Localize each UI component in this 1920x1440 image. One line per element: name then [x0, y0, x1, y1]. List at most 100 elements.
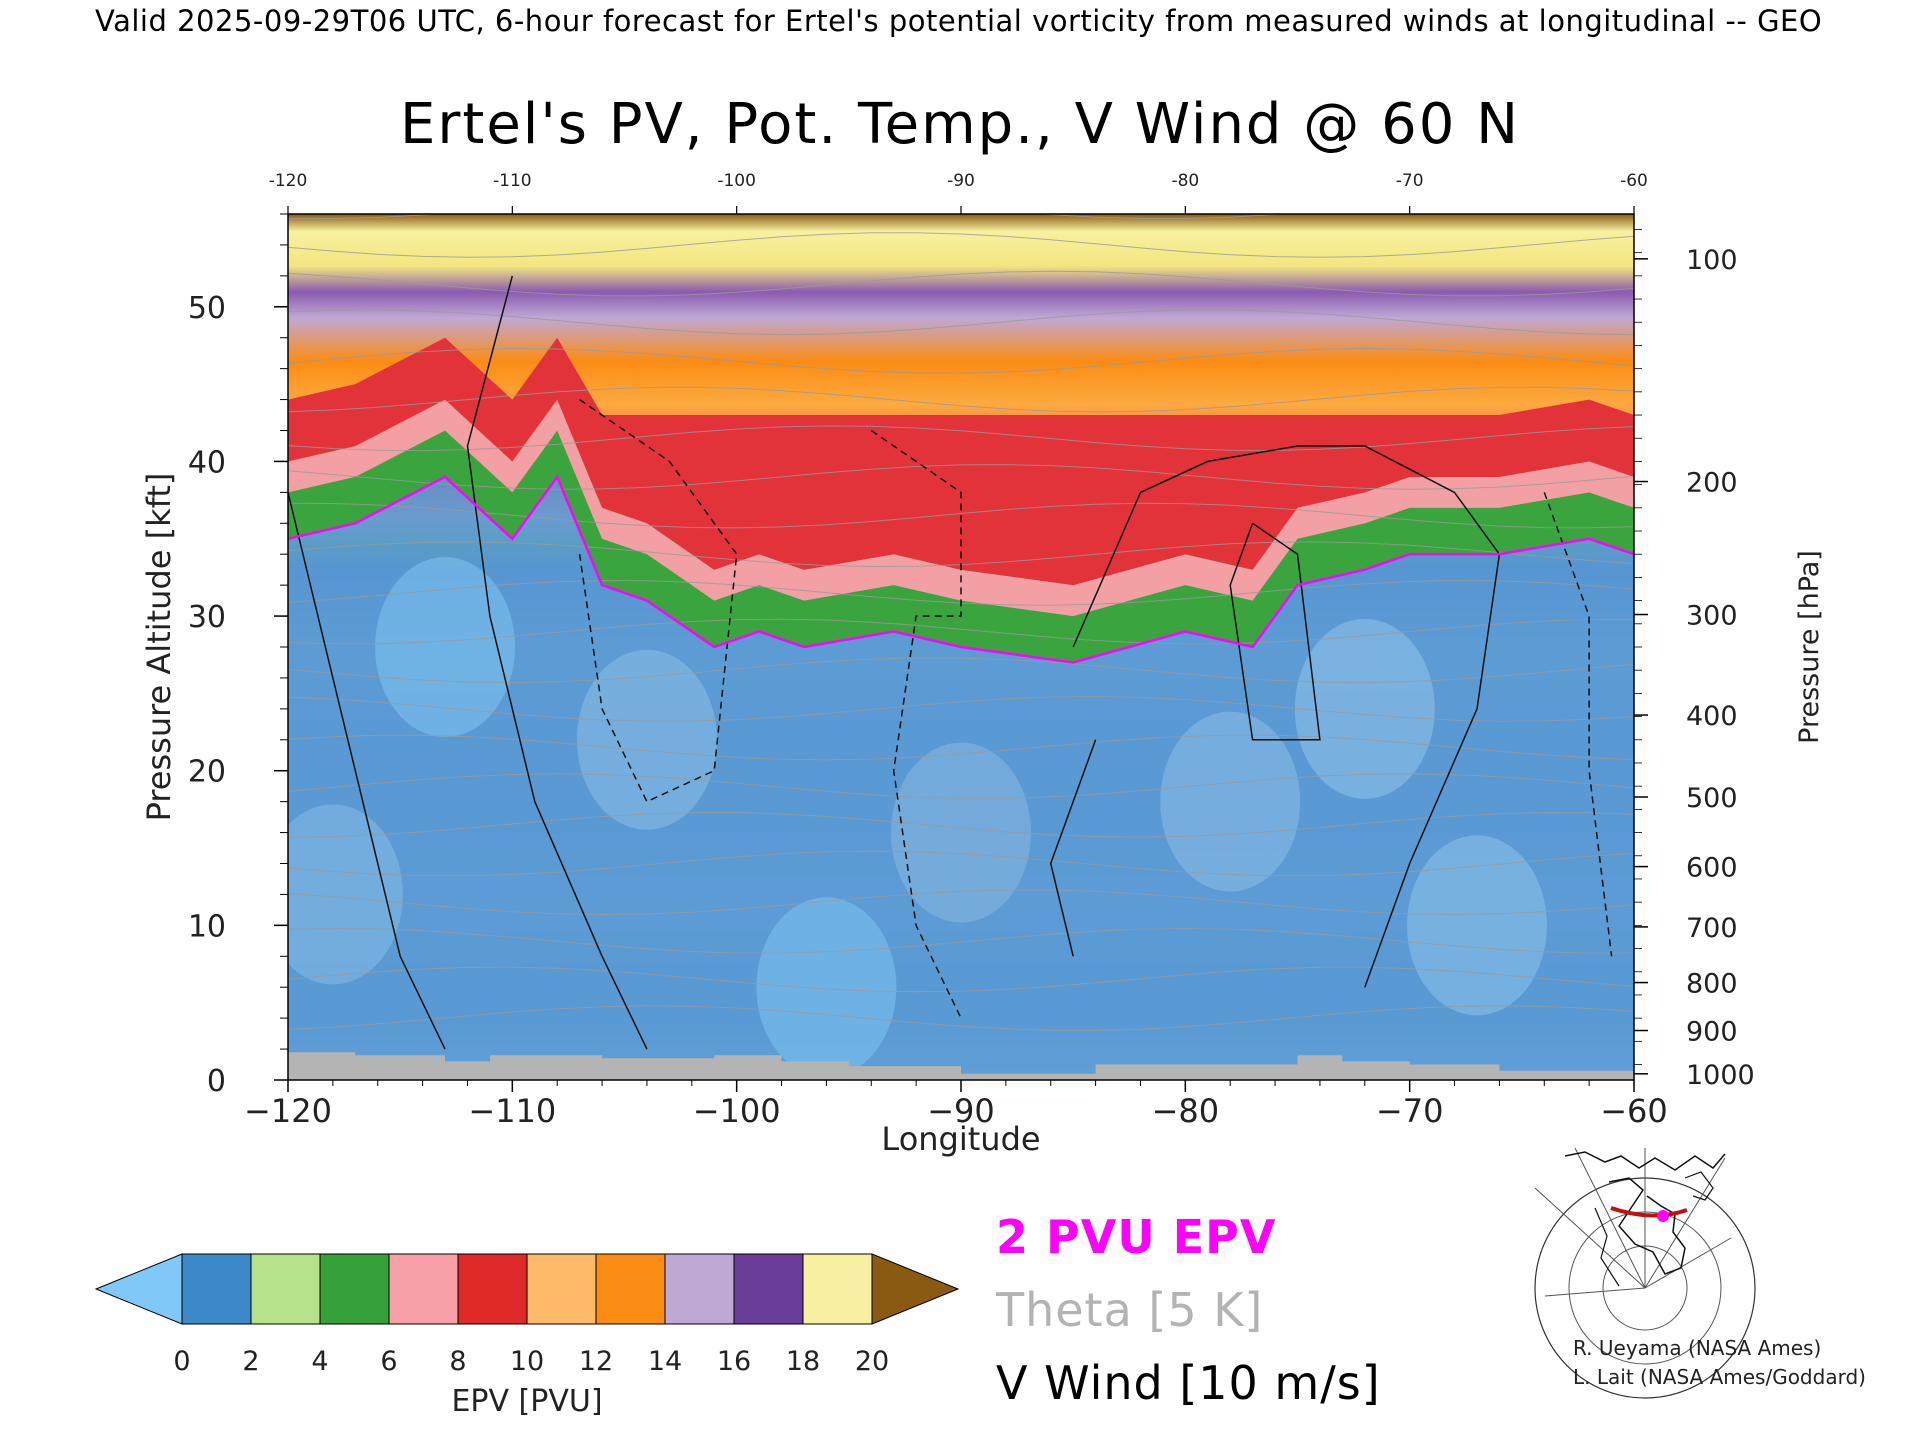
v-wind-line [578, 398, 738, 803]
field-patch [1294, 618, 1435, 799]
terrain [288, 1052, 1634, 1080]
colorbar-tick-label: 10 [510, 1346, 544, 1377]
top-x-tick-label: -70 [1396, 171, 1424, 191]
x-tick-label: −70 [1376, 1092, 1444, 1130]
legend-vwind: V Wind [10 m/s] [996, 1356, 1381, 1410]
field-patch [756, 897, 897, 1078]
colorbar-segment [181, 1253, 252, 1325]
x-tick-label: −100 [693, 1092, 781, 1130]
theta-line [288, 464, 1634, 490]
x-tick-label: −60 [1600, 1092, 1668, 1130]
colorbar-segment [457, 1253, 528, 1325]
pressure-tick-label: 200 [1686, 468, 1738, 499]
axes: −120 -120 −110 -110 −100 -100 −90 -90 −80 -80 −70 -… [188, 171, 1755, 1130]
colorbar-over [871, 1253, 960, 1325]
top-x-tick-label: -110 [493, 171, 532, 191]
theta-line [288, 1005, 1634, 1031]
top-x-tick-label: -90 [947, 171, 975, 191]
colorbar-segment [595, 1253, 666, 1325]
theta-line [288, 695, 1634, 722]
epv-field [288, 337, 1634, 1080]
y-axis-label: Pressure Altitude [kft] [140, 473, 178, 822]
theta-line [288, 347, 1634, 374]
chart-title: Ertel's PV, Pot. Temp., V Wind @ 60 N [400, 92, 1520, 157]
x-tick-label: −80 [1152, 1092, 1220, 1130]
x-tick-label: −110 [468, 1092, 556, 1130]
theta-line [288, 657, 1634, 684]
colorbar-tick-label: 4 [311, 1346, 328, 1377]
pressure-tick-label: 700 [1686, 913, 1738, 944]
field-patch [375, 557, 516, 737]
theta-line [288, 425, 1634, 452]
field-patch [1160, 711, 1301, 892]
pvu-2-contour [288, 474, 1634, 664]
terrain-mask [288, 1052, 1634, 1080]
theta-line [288, 502, 1634, 529]
y-tick-label: 10 [188, 909, 226, 944]
x-axis-label: Longitude [881, 1120, 1040, 1158]
top-x-tick-label: -60 [1620, 171, 1648, 191]
v-wind-line [1543, 492, 1613, 957]
colorbar-tick-label: 0 [173, 1346, 190, 1377]
y-tick-label: 20 [188, 755, 226, 790]
theta-line [288, 966, 1634, 993]
colorbar-segment [250, 1253, 321, 1325]
theta-line [288, 850, 1634, 877]
y-tick-label: 30 [188, 600, 226, 635]
colorbar-segment [319, 1253, 390, 1325]
theta-line [288, 734, 1634, 761]
colorbar-tick-label: 6 [380, 1346, 397, 1377]
colorbar-tick-label: 14 [648, 1346, 682, 1377]
colorbar-segment [802, 1253, 873, 1325]
top-x-tick-label: -120 [269, 171, 308, 191]
pressure-tick-label: 900 [1686, 1017, 1738, 1048]
pvu-2-line [288, 474, 1634, 664]
colorbar-segment [388, 1253, 459, 1325]
theta-line [288, 618, 1634, 645]
pressure-tick-label: 600 [1686, 853, 1738, 884]
figure-caption: Valid 2025-09-29T06 UTC, 6-hour forecast… [95, 4, 1823, 38]
field-patch [576, 649, 717, 830]
pressure-tick-label: 500 [1686, 783, 1738, 814]
colorbar-segment [526, 1253, 597, 1325]
y-tick-label: 0 [207, 1064, 226, 1099]
theta-line [288, 889, 1634, 916]
x-tick-label: −90 [927, 1092, 995, 1130]
credit-line: L. Lait (NASA Ames/Goddard) [1573, 1365, 1866, 1389]
pressure-tick-label: 800 [1686, 969, 1738, 1000]
pressure-tick-label: 1000 [1686, 1060, 1755, 1091]
theta-line [288, 270, 1634, 297]
top-x-tick-label: -100 [717, 171, 756, 191]
colorbar-tick-label: 12 [579, 1346, 613, 1377]
y-tick-label: 50 [188, 291, 226, 326]
colorbar-tick-label: 8 [449, 1346, 466, 1377]
credit-line: R. Ueyama (NASA Ames) [1573, 1336, 1822, 1360]
theta-line [288, 386, 1634, 413]
v-wind-line [1072, 445, 1501, 988]
v-wind-line [1049, 739, 1097, 957]
top-x-tick-label: -80 [1171, 171, 1199, 191]
colorbar-label: EPV [PVU] [451, 1384, 602, 1419]
inset-map [1534, 1147, 1756, 1399]
y-tick-label: 40 [188, 445, 226, 480]
colorbar-under [94, 1253, 183, 1325]
theta-line [288, 309, 1634, 336]
x-tick-label: −120 [244, 1092, 332, 1130]
colorbar-tick-label: 2 [242, 1346, 259, 1377]
colorbar-tick-label: 16 [717, 1346, 751, 1377]
theta-contours [288, 214, 1634, 1031]
pressure-tick-label: 400 [1686, 701, 1738, 732]
band-red [288, 337, 1634, 586]
field-patch [891, 742, 1031, 923]
theta-line [288, 773, 1634, 799]
legend-theta: Theta [5 K] [996, 1283, 1264, 1337]
field-patch [1406, 835, 1547, 1016]
theta-line [288, 812, 1634, 838]
credits: R. Ueyama (NASA Ames) L. Lait (NASA Ames… [1573, 1334, 1866, 1392]
pressure-tick-label: 300 [1686, 601, 1738, 632]
colorbar-tick-label: 20 [855, 1346, 889, 1377]
v-wind-line [1229, 522, 1321, 741]
v-wind-contours [288, 275, 1613, 1050]
colorbar-segment [733, 1253, 804, 1325]
